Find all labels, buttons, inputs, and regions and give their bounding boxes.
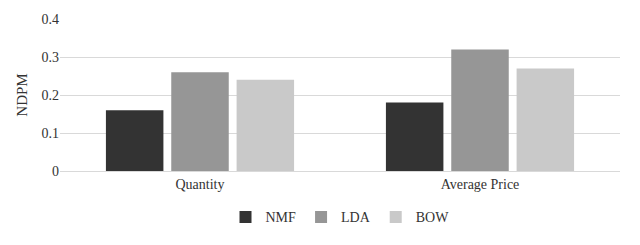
svg-text:Quantity: Quantity	[176, 177, 225, 192]
svg-text:BOW: BOW	[416, 210, 449, 225]
svg-text:0.2: 0.2	[42, 88, 60, 103]
svg-text:0: 0	[52, 164, 59, 179]
svg-text:NDPM: NDPM	[14, 73, 30, 116]
svg-text:LDA: LDA	[341, 210, 371, 225]
svg-text:NMF: NMF	[266, 210, 297, 225]
svg-text:Average Price: Average Price	[441, 177, 520, 192]
svg-text:0.3: 0.3	[42, 50, 60, 65]
svg-text:0.1: 0.1	[42, 126, 60, 141]
svg-text:0.4: 0.4	[42, 12, 60, 27]
